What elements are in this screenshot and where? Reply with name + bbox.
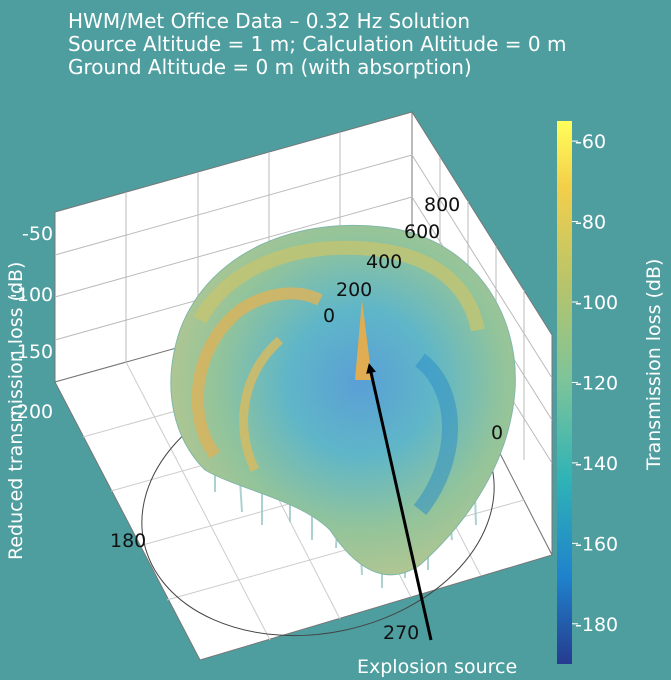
- colorbar-tick-label: -160: [575, 533, 618, 555]
- azimuth-tick-270: 270: [383, 622, 419, 644]
- surface-second-ring: [239, 336, 284, 473]
- colorbar-tick-label: -60: [575, 131, 606, 153]
- azimuth-tick-180: 180: [110, 530, 146, 552]
- z-tick-minus200: -200: [10, 401, 53, 423]
- surface-outer-ring: [193, 240, 485, 332]
- colorbar-label: Transmission loss (dB): [643, 259, 665, 471]
- title-line-2: Source Altitude = 1 m; Calculation Altit…: [68, 32, 566, 56]
- surface-right-band: [413, 353, 458, 515]
- azimuth-ticks: 0 180 270: [110, 422, 503, 644]
- colorbar-tick-label: -80: [575, 212, 606, 234]
- range-tick-0: 0: [323, 305, 335, 327]
- annotation-arrow: [366, 363, 433, 641]
- annotation: Explosion source: [357, 363, 517, 678]
- annotation-label: Explosion source: [357, 656, 517, 678]
- range-tick-200: 200: [336, 279, 372, 301]
- surface-source-peak: [355, 300, 372, 380]
- range-tick-800: 800: [424, 194, 460, 216]
- z-axis-label: Reduced transmission loss (dB): [5, 262, 27, 560]
- z-tick-minus150: -150: [10, 341, 53, 363]
- azimuth-tick-0: 0: [491, 422, 503, 444]
- title-line-1: HWM/Met Office Data – 0.32 Hz Solution: [68, 9, 470, 33]
- z-tick-minus100: -100: [10, 284, 53, 306]
- surface-inner-ring: [191, 287, 323, 459]
- range-tick-600: 600: [404, 221, 440, 243]
- chart-title: HWM/Met Office Data – 0.32 Hz Solution S…: [68, 9, 566, 79]
- z-axis: -50 -100 -150 -200 Reduced transmission …: [5, 223, 53, 560]
- colorbar-gradient: [557, 121, 572, 664]
- colorbar-tick-label: -100: [575, 292, 618, 314]
- range-ticks: 800 600 400 200 0: [323, 194, 460, 327]
- range-tick-400: 400: [366, 251, 402, 273]
- colorbar-ticks: -60 -80 -100 -120 -140 -160 -180: [572, 131, 618, 636]
- colorbar: -60 -80 -100 -120 -140 -160 -180 Transmission …: [557, 121, 665, 664]
- colorbar-tick-label: -180: [575, 614, 618, 636]
- z-tick-minus50: -50: [22, 223, 53, 245]
- surface: [170, 224, 516, 588]
- colorbar-tick-label: -140: [575, 453, 618, 475]
- title-line-3: Ground Altitude = 0 m (with absorption): [68, 55, 472, 79]
- colorbar-tick-label: -120: [575, 372, 618, 394]
